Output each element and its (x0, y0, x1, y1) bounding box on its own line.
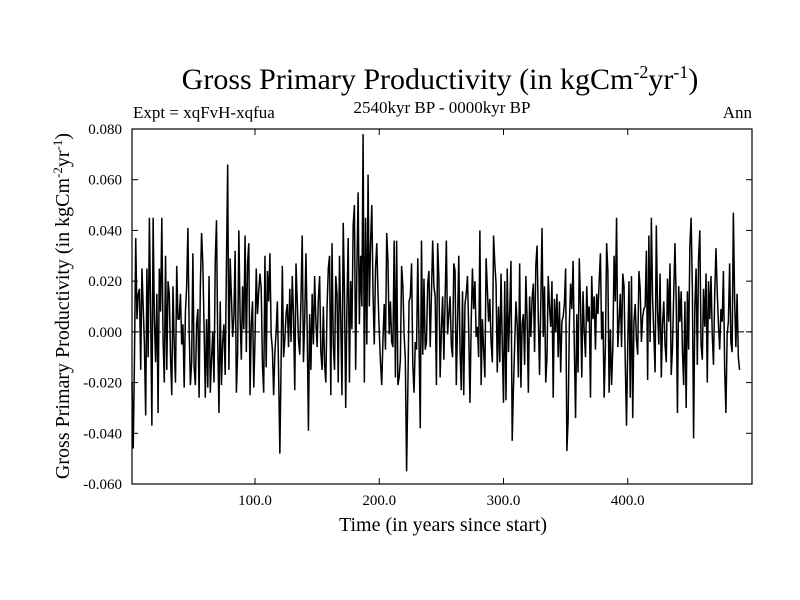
chart-title: Gross Primary Productivity (in kgCm-2yr-… (182, 62, 699, 96)
y-axis-label-exp1: -2 (50, 167, 65, 178)
time-range-label: 2540kyr BP - 0000kyr BP (354, 98, 531, 117)
y-axis-label-main: Gross Primary Productivity (in kgCm (52, 178, 74, 480)
y-axis-label-exp2: -1 (50, 140, 65, 151)
chart-title-exp2: -1 (673, 62, 688, 82)
y-tick-label: 0.000 (88, 325, 122, 341)
y-axis-label-close: ) (52, 133, 74, 140)
ticks-layer: -0.060 -0.040 -0.020 0.000 0.020 0.040 0.060 0.… (83, 122, 752, 509)
y-tick-label: 0.060 (88, 173, 122, 189)
y-tick-label: -0.020 (83, 376, 122, 392)
y-axis-label-mid: yr (52, 150, 74, 167)
experiment-label: Expt = xqFvH-xqfua (133, 103, 275, 122)
chart-title-mid: yr (648, 63, 673, 96)
x-tick-label: 100.0 (238, 493, 272, 509)
y-tick-label: -0.060 (83, 477, 122, 493)
chart-title-close: ) (688, 63, 698, 96)
chart-title-main: Gross Primary Productivity (in kgCm (182, 63, 634, 96)
x-tick-label: 200.0 (362, 493, 396, 509)
series-layer (131, 134, 741, 472)
y-axis-label: Gross Primary Productivity (in kgCm-2yr-… (50, 133, 74, 479)
series-line-0 (131, 134, 741, 472)
x-axis-label: Time (in years since start) (339, 514, 547, 536)
chart-title-exp1: -2 (633, 62, 648, 82)
y-tick-label: -0.040 (83, 426, 122, 442)
x-tick-label: 300.0 (487, 493, 521, 509)
y-tick-label: 0.020 (88, 274, 122, 290)
season-label: Ann (723, 103, 753, 122)
plot-frame (131, 128, 753, 485)
y-tick-label: 0.080 (88, 122, 122, 138)
x-tick-label: 400.0 (611, 493, 645, 509)
y-tick-label: 0.040 (88, 223, 122, 239)
